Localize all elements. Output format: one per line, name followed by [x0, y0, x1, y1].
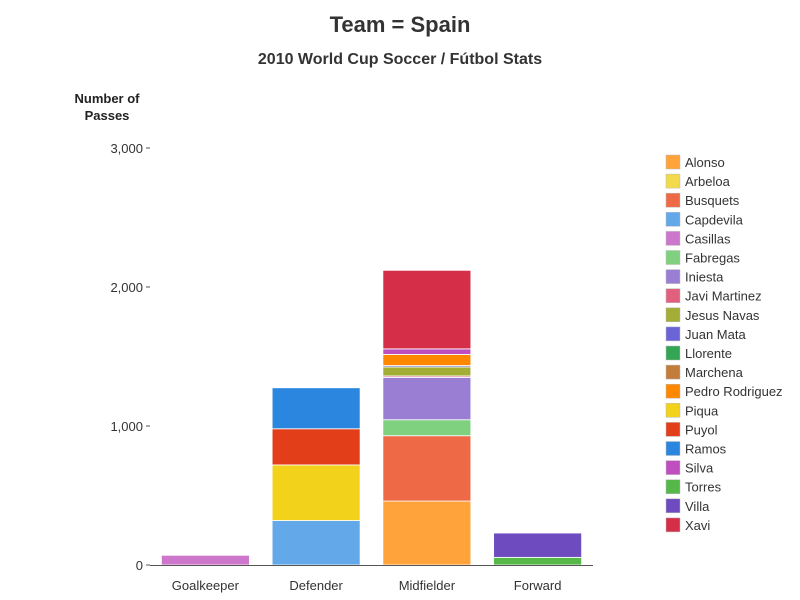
legend-label-torres: Torres	[685, 480, 722, 495]
legend-swatch-silva	[665, 460, 681, 475]
legend-label-jesus-navas: Jesus Navas	[685, 308, 760, 323]
bar-midfielder-jesus-navas	[382, 366, 472, 377]
legend-swatch-jesus-navas	[665, 307, 681, 323]
y-tick-label: 0	[136, 558, 143, 573]
legend-label-juan-mata: Juan Mata	[685, 327, 746, 342]
x-tick-label: Forward	[514, 578, 562, 593]
bar-forward-villa	[493, 532, 583, 558]
bar-midfielder-busquets	[382, 435, 472, 502]
y-tick-label: 3,000	[110, 141, 143, 156]
legend-swatch-pedro-rodriguez	[665, 383, 681, 399]
legend-label-xavi: Xavi	[685, 518, 710, 533]
legend-swatch-villa	[665, 498, 681, 514]
legend-label-marchena: Marchena	[685, 365, 744, 380]
legend-label-casillas: Casillas	[685, 231, 731, 246]
chart-title: Team = Spain	[330, 12, 471, 37]
legend-swatch-xavi	[665, 517, 681, 533]
legend-label-arbeloa: Arbeloa	[685, 174, 731, 189]
bar-defender-puyol	[271, 428, 361, 466]
legend-label-javi-martinez: Javi Martinez	[685, 289, 762, 304]
y-axis-title: Number of Passes	[75, 91, 141, 123]
bar-midfielder-alonso	[382, 500, 472, 566]
legend-swatch-busquets	[665, 192, 681, 208]
bar-midfielder-xavi	[382, 269, 472, 350]
bar-defender-piqua	[271, 464, 361, 521]
legend-label-fabregas: Fabregas	[685, 251, 740, 266]
legend: Alonso Arbeloa Busquets Capdevila Casillas Fa…	[665, 154, 783, 533]
legend-swatch-piqua	[665, 403, 681, 418]
legend-label-ramos: Ramos	[685, 442, 727, 457]
bar-midfielder-fabregas	[382, 419, 472, 437]
legend-label-pedro-rodriguez: Pedro Rodriguez	[685, 384, 783, 399]
x-tick-label: Midfielder	[399, 578, 456, 593]
legend-swatch-javi-martinez	[665, 288, 681, 303]
legend-label-capdevila: Capdevila	[685, 212, 744, 227]
axes-layer: 0 1,000 2,000 3,000	[110, 141, 593, 573]
legend-label-iniesta: Iniesta	[685, 270, 724, 285]
legend-label-villa: Villa	[685, 499, 710, 514]
y-tick-label: 1,000	[110, 419, 143, 434]
bar-forward-torres	[493, 556, 583, 566]
legend-swatch-casillas	[665, 231, 681, 246]
legend-swatch-arbeloa	[665, 173, 681, 189]
legend-swatch-llorente	[665, 345, 681, 361]
legend-swatch-torres	[665, 479, 681, 494]
legend-swatch-iniesta	[665, 269, 681, 284]
legend-label-puyol: Puyol	[685, 422, 718, 437]
legend-swatch-fabregas	[665, 250, 681, 265]
legend-label-alonso: Alonso	[685, 155, 725, 170]
bar-goalkeeper-casillas	[160, 554, 250, 566]
bar-defender-capdevila	[271, 520, 361, 566]
y-tick-label: 2,000	[110, 280, 143, 295]
bar-defender-ramos	[271, 387, 361, 430]
bar-midfielder-pedro-rodriguez	[382, 354, 472, 366]
x-tick-label: Goalkeeper	[172, 578, 240, 593]
legend-swatch-capdevila	[665, 212, 681, 227]
legend-swatch-alonso	[665, 154, 681, 170]
legend-label-busquets: Busquets	[685, 193, 740, 208]
legend-label-llorente: Llorente	[685, 346, 732, 361]
bars-layer: Goalkeeper Defender Midfielder Forward	[160, 269, 583, 593]
legend-swatch-marchena	[665, 364, 681, 380]
legend-swatch-puyol	[665, 422, 681, 437]
bar-midfielder-iniesta	[382, 376, 472, 421]
bar-midfielder-silva	[382, 348, 472, 355]
x-tick-label: Defender	[289, 578, 343, 593]
legend-label-piqua: Piqua	[685, 403, 719, 418]
chart-subtitle: 2010 World Cup Soccer / Fútbol Stats	[258, 51, 542, 68]
legend-swatch-juan-mata	[665, 326, 681, 342]
legend-swatch-ramos	[665, 441, 681, 456]
legend-label-silva: Silva	[685, 461, 714, 476]
